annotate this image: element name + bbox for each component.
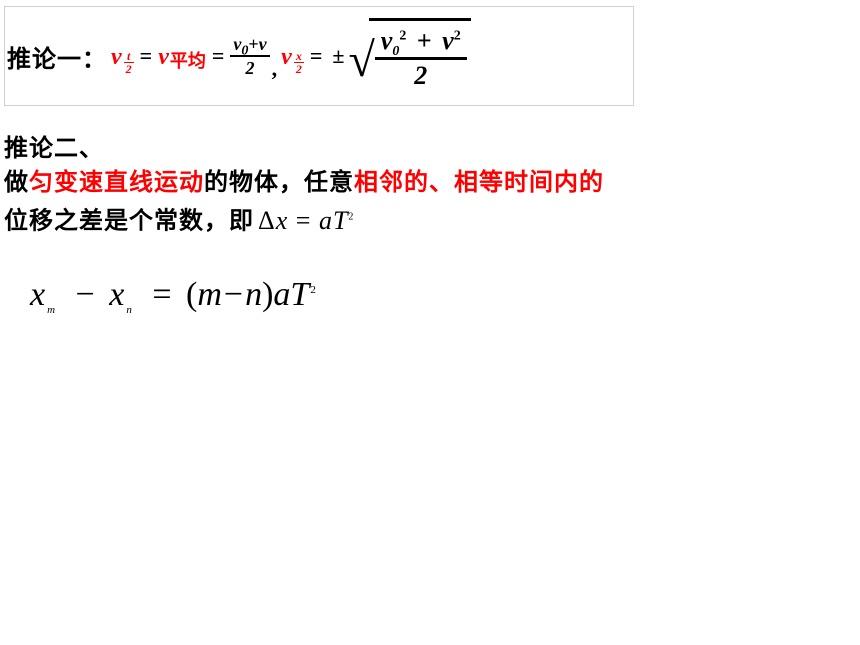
comma: , — [272, 56, 278, 94]
corollary-1-label: 推论一： — [7, 39, 107, 74]
formula-xm-xn: xm − xn = (m−n)aT2 — [30, 276, 316, 314]
corollary-2-title: 推论二、 — [4, 132, 844, 166]
corollary-2-line-3: 位移之差是个常数，即Δx = aT2 — [4, 200, 844, 239]
corollary-2-block: 推论二、 做匀变速直线运动的物体，任意相邻的、相等时间内的 位移之差是个常数，即… — [4, 132, 844, 239]
fraction-under-root: v02 + v2 2 — [375, 25, 467, 92]
term-v-x-over-2: v x 2 — [281, 44, 304, 69]
term-v-average: v 平均 — [158, 43, 206, 69]
numerator: v0+v — [230, 33, 269, 55]
corollary-1-box: 推论一： v t 2 = v 平均 = v0+v — [4, 6, 634, 106]
fraction-v0-plus-v-over-2: v0+v 2 — [230, 33, 269, 79]
equals-sign: = — [140, 43, 153, 69]
equation-delta-x: Δx = aT2 — [258, 206, 354, 235]
corollary-1-equation: v t 2 = v 平均 = v0+v 2 — [111, 18, 471, 94]
corollary-2-line-2: 做匀变速直线运动的物体，任意相邻的、相等时间内的 — [4, 166, 844, 200]
square-root-term: √ v02 + v2 2 — [348, 18, 470, 94]
denominator: 2 — [408, 60, 433, 92]
page: 推论一： v t 2 = v 平均 = v0+v — [0, 0, 860, 645]
term-v-t-over-2: v t 2 — [111, 44, 134, 69]
numerator: v02 + v2 — [375, 25, 467, 57]
plus-minus-sign: ± — [332, 43, 344, 69]
equals-sign: = — [310, 43, 323, 69]
equals-sign: = — [212, 43, 225, 69]
denominator: 2 — [243, 57, 258, 79]
radical-icon: √ — [348, 26, 374, 96]
sub-fraction-x-2: x 2 — [294, 50, 304, 75]
radicand: v02 + v2 2 — [369, 18, 471, 94]
sub-fraction-t-2: t 2 — [124, 50, 134, 75]
